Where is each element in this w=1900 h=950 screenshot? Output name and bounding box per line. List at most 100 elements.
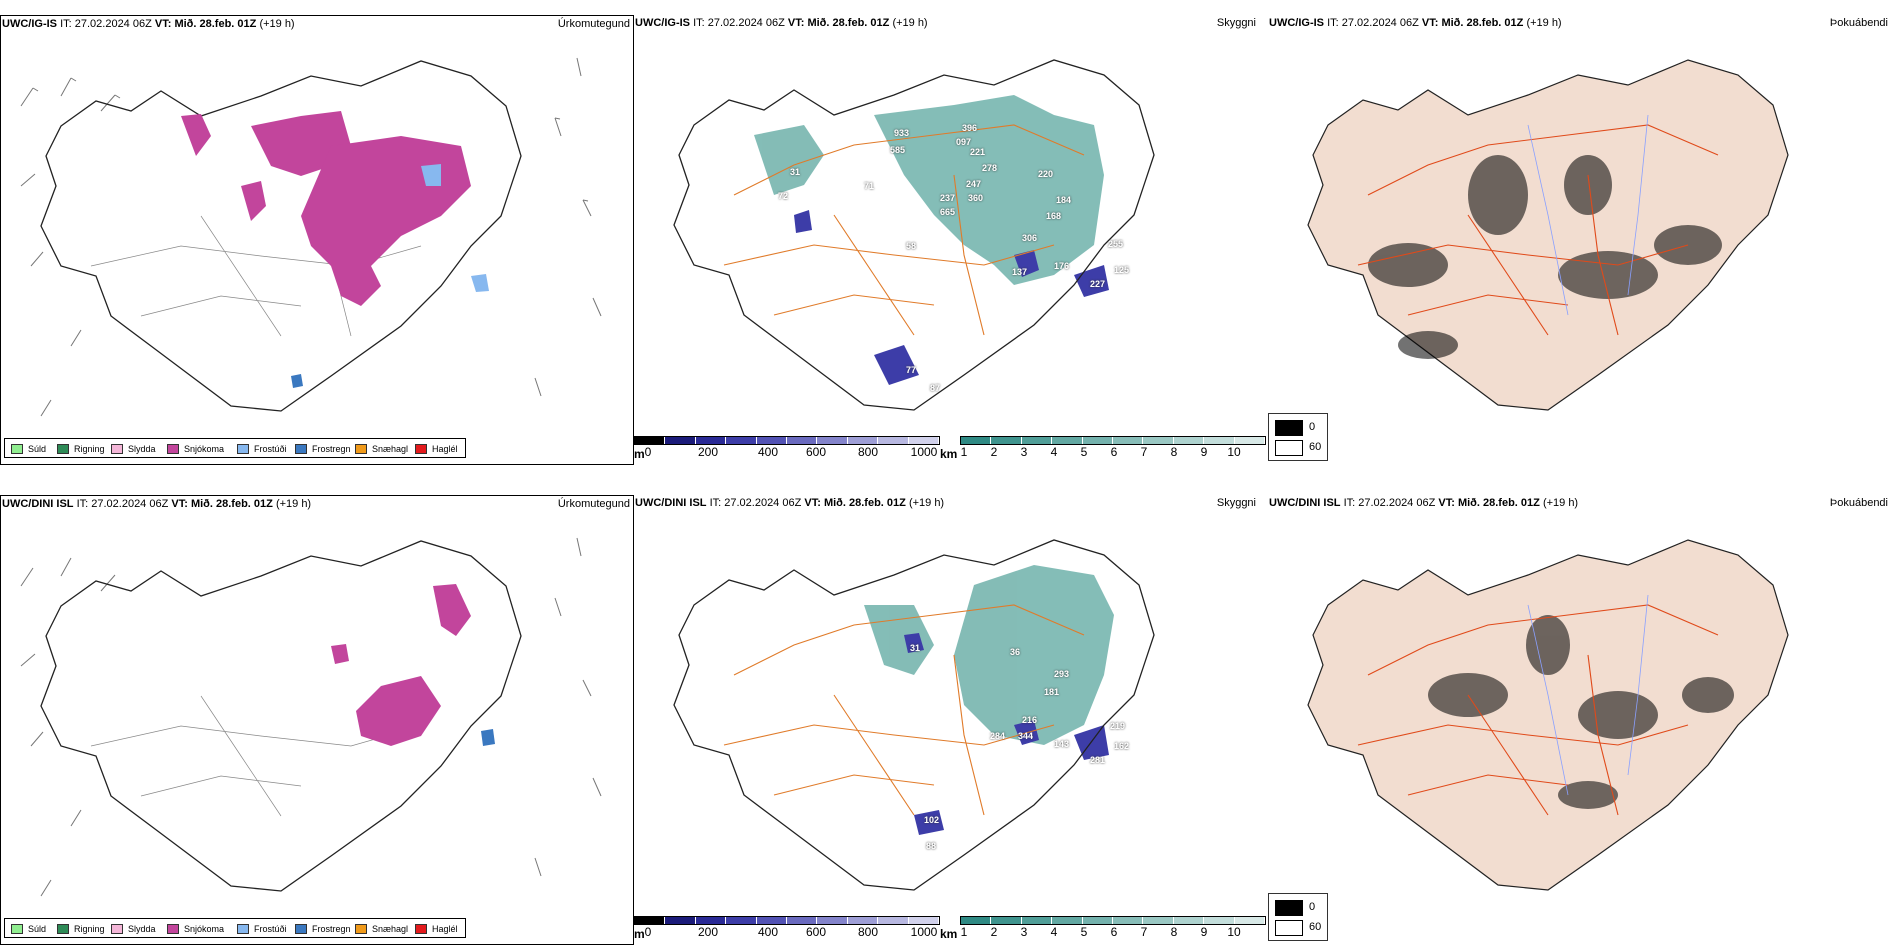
legend-swatch (237, 444, 249, 454)
legend-swatch (167, 924, 179, 934)
it-value: 27.02.2024 06Z (91, 498, 169, 510)
lead-time: (+19 h) (1526, 17, 1562, 29)
tick: 800 (857, 925, 879, 939)
it-value: 27.02.2024 06Z (74, 18, 152, 30)
tick: 7 (1140, 445, 1148, 459)
lead-time: (+19 h) (275, 498, 312, 510)
iceland-outline (673, 59, 1155, 411)
tick: 6 (1110, 445, 1118, 459)
legend-swatch (415, 444, 427, 454)
visibility-m-fill (794, 210, 1109, 385)
tick: 600 (805, 445, 827, 459)
tick: 200 (697, 925, 719, 939)
legend-swatch (355, 924, 367, 934)
legend-label: Snæhagl (372, 444, 409, 454)
legend-swatch (57, 924, 69, 934)
fog-swatch-60 (1275, 440, 1303, 456)
legend-swatch (111, 924, 123, 934)
precip-map-row1 (20, 57, 602, 417)
freezing-rain-areas (291, 374, 303, 388)
snow-areas (331, 584, 471, 746)
tick: 5 (1080, 925, 1088, 939)
legend-swatch (167, 444, 179, 454)
vis-label: 184 (1056, 195, 1072, 205)
vis-label: 216 (1022, 715, 1038, 725)
legend-label: Slydda (128, 924, 156, 934)
river-lines (1527, 594, 1649, 796)
tick: 2 (990, 925, 998, 939)
lead-time: (+19 h) (259, 18, 295, 30)
legend-label: Frostúði (254, 924, 287, 934)
panel-name: Þokuábendi (1829, 497, 1888, 509)
tick: 4 (1050, 925, 1058, 939)
road-lines (723, 124, 1085, 336)
vis-label: 87 (930, 383, 941, 393)
tick: 9 (1200, 925, 1208, 939)
vis-label: 88 (926, 841, 937, 851)
river-lines (1527, 114, 1649, 316)
vt-label: VT: (1421, 17, 1439, 29)
vis-label: 58 (906, 241, 917, 251)
vis-label: 219 (1110, 721, 1126, 731)
vis-label: 284 (990, 731, 1006, 741)
visibility-map-row2 (673, 539, 1155, 891)
tick: 10 (1227, 445, 1241, 459)
vis-label: 125 (1114, 265, 1130, 275)
it-value: 27.02.2024 06Z (1358, 497, 1436, 509)
legend-swatch (355, 444, 367, 454)
legend-label: Súld (28, 444, 47, 454)
vis-label: 585 (890, 145, 906, 155)
unit-m: m (634, 447, 645, 461)
it-value: 27.02.2024 06Z (724, 497, 802, 509)
tick: 2 (990, 445, 998, 459)
vis-label: 72 (778, 191, 789, 201)
fog-label-60: 60 (1309, 921, 1322, 933)
vis-label: 281 (1090, 755, 1106, 765)
snow-areas (181, 111, 471, 306)
unit-km: km (940, 927, 958, 941)
vis-label: 162 (1114, 741, 1130, 751)
visibility-panel-row1: 933 396 585 097 221 278 247 220 237 360 … (634, 15, 1268, 465)
fog-panel-row1: UWC/IG-IS IT: 27.02.2024 06Z VT: Mið. 28… (1268, 15, 1900, 465)
legend-swatch (11, 444, 23, 454)
precip-type-panel-row1: UWC/IG-IS IT: 27.02.2024 06Z VT: Mið. 28… (0, 15, 634, 465)
vt-value: Mið. 28.feb. 01Z (174, 18, 257, 30)
tick: 800 (857, 445, 879, 459)
road-lines (90, 175, 422, 337)
it-label: IT: (76, 498, 89, 510)
it-label: IT: (60, 18, 72, 30)
visibility-km-fill (864, 565, 1114, 745)
fog-label-60: 60 (1309, 441, 1322, 453)
iceland-outline (40, 60, 522, 412)
iceland-fill (1307, 539, 1789, 891)
fog-panel-row2: UWC/DINI ISL IT: 27.02.2024 06Z VT: Mið.… (1268, 495, 1900, 945)
vt-value: Mið. 28.feb. 01Z (807, 17, 890, 29)
legend-label: Snjókoma (184, 444, 225, 454)
legend-label: Slydda (128, 444, 156, 454)
panel-name: Þokuábendi (1829, 17, 1888, 29)
iceland-outline (40, 540, 522, 892)
lead-time: (+19 h) (1542, 497, 1579, 509)
vis-label: 143 (1054, 739, 1070, 749)
legend-label: Haglél (432, 444, 458, 454)
legend-label: Frostregn (312, 924, 351, 934)
it-label: IT: (1343, 497, 1356, 509)
colorbar-km: 1 2 3 4 5 6 7 8 9 10 (960, 916, 1266, 939)
panel-title: UWC/IG-IS IT: 27.02.2024 06Z VT: Mið. 28… (1269, 17, 1562, 29)
lead-time: (+19 h) (892, 17, 928, 29)
legend-label: Rigning (74, 924, 105, 934)
legend-label: Rigning (74, 444, 105, 454)
fog-swatch-60 (1275, 920, 1303, 936)
fog-legend: 0 60 (1268, 413, 1328, 461)
vis-label: 247 (966, 179, 982, 189)
wind-barbs (20, 537, 602, 897)
road-lines (1357, 604, 1719, 816)
tick: 5 (1080, 445, 1088, 459)
tick: 6 (1110, 925, 1118, 939)
freezing-drizzle-areas (421, 164, 489, 292)
vis-label: 137 (1012, 267, 1028, 277)
vis-label: 227 (1090, 279, 1106, 289)
vis-label: 181 (1044, 687, 1060, 697)
legend-swatch (111, 444, 123, 454)
it-label: IT: (693, 17, 705, 29)
